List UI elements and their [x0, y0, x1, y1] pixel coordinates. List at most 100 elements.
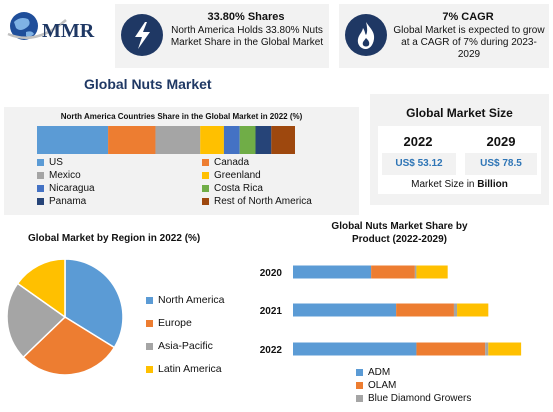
stat-panel-cagr: 7% CAGR Global Market is expected to gro… — [339, 4, 549, 68]
na-bar-segment-canada — [108, 126, 156, 154]
na-bar-segment-nicaragua — [223, 126, 240, 154]
legend-label: Rest of North America — [214, 196, 312, 207]
product-bar-2020-adm — [293, 265, 372, 279]
na-bar-segment-costa-rica — [239, 126, 256, 154]
product-legend-item-adm: ADM — [356, 367, 390, 378]
legend-swatch — [37, 198, 44, 205]
legend-label: Greenland — [214, 170, 261, 181]
na-legend-item-greenland: Greenland — [202, 170, 261, 181]
product-stacked-bar-chart: 2020 2021 2022 — [260, 265, 522, 356]
product-bar-2020-series-3 — [416, 265, 448, 279]
logo-globe-icon — [7, 12, 67, 40]
legend-swatch — [202, 185, 209, 192]
pie-legend-item-europe: Europe — [146, 317, 192, 329]
legend-swatch — [356, 395, 363, 402]
pie-legend-item-north-america: North America — [146, 294, 225, 306]
na-legend-item-canada: Canada — [202, 157, 249, 168]
market-size-panel: Global Market Size 2022 2029 US$ 53.12 U… — [370, 94, 549, 205]
legend-label: Mexico — [49, 170, 81, 181]
pie-slice-europe — [22, 316, 116, 376]
legend-label: Blue Diamond Growers — [368, 393, 472, 404]
legend-label: Latin America — [158, 363, 222, 375]
product-category-label-2021: 2021 — [260, 306, 283, 317]
legend-swatch — [202, 198, 209, 205]
legend-label: OLAM — [368, 380, 397, 391]
product-chart-title: Global Nuts Market Share by Product (202… — [331, 221, 468, 245]
product-bar-2021-adm — [293, 303, 397, 317]
logo: MMR — [6, 6, 110, 46]
product-bar-2022-blue-diamond-growers — [485, 342, 489, 356]
page-title: Global Nuts Market — [84, 76, 212, 92]
pie-slice-asia-pacific — [6, 282, 67, 359]
legend-swatch — [37, 172, 44, 179]
legend-label: Europe — [158, 317, 192, 329]
legend-label: Costa Rica — [214, 183, 263, 194]
product-bar-2021-series-3 — [457, 303, 489, 317]
legend-swatch — [202, 172, 209, 179]
legend-label: Asia-Pacific — [158, 340, 213, 352]
na-legend-item-mexico: Mexico — [37, 170, 81, 181]
na-stacked-bar — [37, 126, 295, 154]
market-size-year-2029: 2029 — [486, 134, 516, 149]
pie-slice-latin-america — [16, 258, 66, 319]
stat-cagr-headline: 7% CAGR — [442, 11, 494, 23]
na-bar-segment-us — [37, 126, 109, 154]
logo-text: MMR — [42, 20, 95, 42]
legend-label: ADM — [368, 367, 391, 378]
stat-panel-share: 33.80% Shares North America Holds 33.80%… — [115, 4, 329, 68]
region-chart-title: Global Market by Region in 2022 (%) — [28, 233, 201, 244]
market-size-title: Global Market Size — [406, 106, 513, 120]
legend-swatch — [146, 296, 153, 304]
na-bar-segment-greenland — [200, 126, 224, 154]
product-bar-2022-series-3 — [488, 342, 522, 356]
legend-swatch — [146, 342, 153, 350]
na-legend-item-costa-rica: Costa Rica — [202, 183, 263, 194]
na-countries-panel: North America Countries Share in the Glo… — [4, 107, 359, 215]
na-legend-item-rest-of-north-america: Rest of North America — [202, 196, 312, 207]
na-legend-item-panama: Panama — [37, 196, 86, 207]
market-size-note: Market Size in Billion — [378, 179, 541, 190]
na-legend-item-nicaragua: Nicaragua — [37, 183, 95, 194]
market-size-note-prefix: Market Size in — [411, 179, 478, 190]
product-bar-2022-adm — [293, 342, 417, 356]
product-bar-2021-blue-diamond-growers — [453, 303, 458, 317]
legend-label: Nicaragua — [49, 183, 95, 194]
legend-label: Canada — [214, 157, 250, 168]
lightning-icon — [121, 14, 163, 56]
region-pie-chart — [6, 258, 124, 376]
stat-share-headline: 33.80% Shares — [207, 11, 285, 23]
product-bar-2021-olam — [396, 303, 454, 317]
legend-swatch — [146, 365, 153, 373]
legend-swatch — [356, 382, 363, 389]
product-category-label-2020: 2020 — [260, 268, 283, 279]
market-size-year-2022: 2022 — [403, 134, 433, 149]
stat-cagr-body: Global Market is expected to grow at a C… — [393, 25, 545, 60]
market-size-card: 2022 2029 US$ 53.12 US$ 78.5 Market Size… — [378, 126, 541, 194]
na-bar-segment-rest-of-north-america — [271, 126, 295, 154]
market-size-note-unit: Billion — [477, 179, 508, 190]
product-category-label-2022: 2022 — [260, 345, 283, 356]
stat-share-body: North America Holds 33.80% Nuts Market S… — [170, 25, 324, 48]
product-bar-2020-olam — [371, 265, 415, 279]
product-bar-2022-olam — [416, 342, 486, 356]
market-size-value-2029: US$ 78.5 — [465, 153, 537, 175]
market-size-value-2022: US$ 53.12 — [382, 153, 456, 175]
legend-swatch — [37, 159, 44, 166]
legend-swatch — [37, 185, 44, 192]
legend-swatch — [202, 159, 209, 166]
pie-legend-item-latin-america: Latin America — [146, 363, 222, 375]
na-bar-segment-panama — [255, 126, 272, 154]
legend-swatch — [356, 369, 363, 376]
na-legend-item-us: US — [37, 157, 63, 168]
na-chart-title: North America Countries Share in the Glo… — [60, 112, 303, 121]
legend-label: Panama — [49, 196, 87, 207]
legend-swatch — [146, 319, 153, 327]
legend-label: US — [49, 157, 63, 168]
product-legend-item-blue-diamond-growers: Blue Diamond Growers — [356, 393, 471, 404]
product-legend-item-olam: OLAM — [356, 380, 396, 391]
pie-legend-item-asia-pacific: Asia-Pacific — [146, 340, 213, 352]
product-bar-2020-blue-diamond-growers — [414, 265, 417, 279]
na-bar-segment-mexico — [155, 126, 201, 154]
flame-icon — [345, 14, 387, 56]
legend-label: North America — [158, 294, 225, 306]
